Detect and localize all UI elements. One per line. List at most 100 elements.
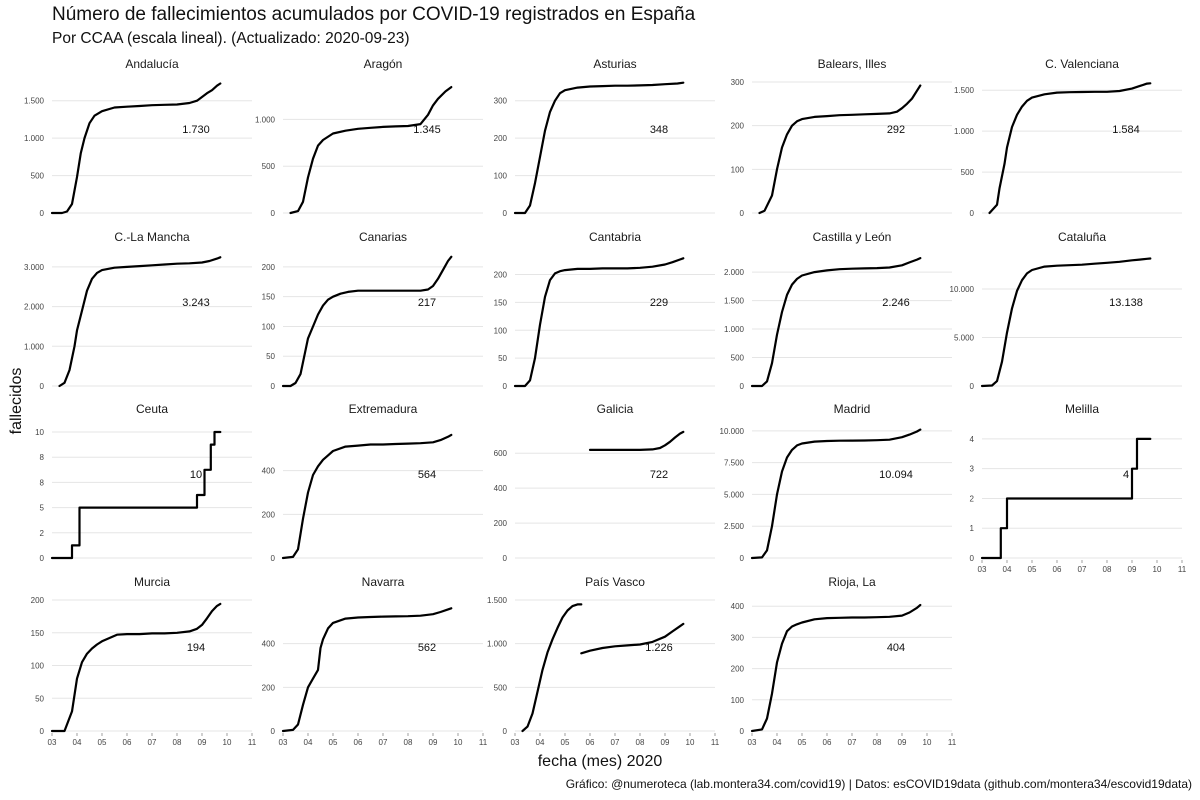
x-tick-label: 06 xyxy=(354,738,363,747)
series-line xyxy=(750,257,922,388)
last-value-label: 292 xyxy=(887,124,905,136)
series-line xyxy=(281,607,453,733)
series-line xyxy=(580,622,685,655)
y-tick-label: 200 xyxy=(731,665,745,674)
x-tick-label: 06 xyxy=(823,738,832,747)
x-tick-label: 07 xyxy=(148,738,157,747)
y-tick-label: 2.000 xyxy=(24,303,45,312)
y-tick-label: 0 xyxy=(970,382,975,391)
y-tick-label: 0 xyxy=(271,727,276,736)
x-tick-label: 07 xyxy=(1078,565,1087,574)
panel-title: Galicia xyxy=(597,402,634,416)
y-tick-label: 1.500 xyxy=(954,86,975,95)
y-tick-label: 0 xyxy=(740,382,745,391)
y-tick-label: 200 xyxy=(494,519,508,528)
panel-title: C. Valenciana xyxy=(1045,57,1119,71)
y-tick-label: 0 xyxy=(970,554,975,563)
x-tick-label: 06 xyxy=(1053,565,1062,574)
panel-balears-illes: Balears, Illes 0 100 200 300 292 xyxy=(731,57,952,218)
y-tick-label: 0 xyxy=(503,554,508,563)
panel-madrid: Madrid 0 2.500 5.000 7.500 10.000 10.094 xyxy=(720,402,952,563)
x-tick-label: 05 xyxy=(561,738,570,747)
y-tick-label: 500 xyxy=(262,162,276,171)
y-tick-label: 8 xyxy=(40,478,45,487)
panel-murcia: Murcia 0 50 100 150 200 194 03 04 05 06 07 08 09 10 11 xyxy=(31,575,257,747)
y-tick-label: 3.000 xyxy=(24,263,45,272)
y-tick-label: 1.000 xyxy=(954,127,975,136)
x-tick-label: 09 xyxy=(429,738,438,747)
y-tick-label: 0 xyxy=(503,209,508,218)
panel-rioja-la: Rioja, La 0 100 200 300 400 404 03 04 05 06 07 08 09 1… xyxy=(731,575,957,747)
x-tick-label: 10 xyxy=(454,738,463,747)
y-tick-label: 600 xyxy=(494,449,508,458)
last-value-label: 1.584 xyxy=(1112,124,1140,136)
y-tick-label: 8 xyxy=(40,453,45,462)
y-tick-label: 7.500 xyxy=(724,459,745,468)
panel-title: Murcia xyxy=(134,575,170,589)
x-tick-label: 08 xyxy=(404,738,413,747)
x-tick-label: 09 xyxy=(661,738,670,747)
x-axis-label: fecha (mes) 2020 xyxy=(537,753,663,770)
panel-title: Aragón xyxy=(364,57,403,71)
y-tick-label: 10 xyxy=(35,428,44,437)
last-value-label: 404 xyxy=(887,642,905,654)
series-line xyxy=(281,433,453,560)
y-tick-label: 2 xyxy=(40,529,45,538)
panel-title: Cantabria xyxy=(589,230,641,244)
y-tick-label: 5.000 xyxy=(954,333,975,342)
panel-c-valenciana: C. Valenciana 0 500 1.000 1.500 1.584 xyxy=(954,57,1182,218)
last-value-label: 348 xyxy=(650,124,668,136)
y-tick-label: 100 xyxy=(494,172,508,181)
panel-cantabria: Cantabria 0 50 100 150 200 229 xyxy=(494,230,715,391)
panel-cataluna: Cataluña 0 5.000 10.000 13.138 xyxy=(950,230,1182,391)
x-tick-label: 06 xyxy=(123,738,132,747)
series-line xyxy=(58,256,222,388)
x-tick-label: 11 xyxy=(711,738,720,747)
chart-title: Número de fallecimientos acumulados por … xyxy=(52,4,696,25)
y-tick-label: 5 xyxy=(40,504,45,513)
y-tick-label: 1.500 xyxy=(24,97,45,106)
y-tick-label: 500 xyxy=(31,172,45,181)
x-tick-label: 11 xyxy=(479,738,488,747)
last-value-label: 217 xyxy=(418,297,436,309)
x-tick-label: 05 xyxy=(329,738,338,747)
y-tick-label: 200 xyxy=(262,510,276,519)
panel-extremadura: Extremadura 0 200 400 564 xyxy=(262,402,483,563)
x-tick-label: 03 xyxy=(48,738,57,747)
panel-title: C.-La Mancha xyxy=(114,230,190,244)
series-line xyxy=(588,430,685,451)
x-tick-label: 10 xyxy=(686,738,695,747)
x-tick-label: 11 xyxy=(948,738,957,747)
y-tick-label: 0 xyxy=(40,727,45,736)
x-tick-label: 09 xyxy=(1128,565,1137,574)
x-tick-label: 07 xyxy=(611,738,620,747)
y-tick-label: 5.000 xyxy=(724,490,745,499)
x-tick-label: 04 xyxy=(304,738,313,747)
last-value-label: 1.345 xyxy=(413,124,441,136)
x-tick-label: 11 xyxy=(1178,565,1187,574)
y-tick-label: 4 xyxy=(970,435,975,444)
last-value-label: 4 xyxy=(1123,469,1129,481)
y-tick-label: 150 xyxy=(494,298,508,307)
series-line xyxy=(750,428,922,560)
y-tick-label: 0 xyxy=(503,382,508,391)
panel-c-la-mancha: C.-La Mancha 0 1.000 2.000 3.000 3.243 xyxy=(24,230,252,391)
x-tick-label: 07 xyxy=(379,738,388,747)
y-tick-label: 0 xyxy=(271,554,276,563)
panel-title: Navarra xyxy=(362,575,405,589)
y-tick-label: 1.000 xyxy=(487,640,508,649)
chart-caption: Gráfico: @numeroteca (lab.montera34.com/… xyxy=(565,777,1192,791)
y-tick-label: 0 xyxy=(740,727,745,736)
y-tick-label: 400 xyxy=(494,484,508,493)
panel-canarias: Canarias 0 50 100 150 200 217 xyxy=(262,230,483,391)
y-tick-label: 1.000 xyxy=(255,115,276,124)
y-tick-label: 1 xyxy=(970,524,975,533)
y-tick-label: 200 xyxy=(31,596,45,605)
x-tick-label: 07 xyxy=(848,738,857,747)
panel-title: País Vasco xyxy=(585,575,645,589)
chart-subtitle: Por CCAA (escala lineal). (Actualizado: … xyxy=(52,30,410,47)
y-tick-label: 10.000 xyxy=(720,427,745,436)
y-tick-label: 100 xyxy=(31,662,45,671)
last-value-label: 3.243 xyxy=(182,297,210,309)
panel-navarra: Navarra 0 200 400 562 03 04 05 06 07 08 09 10 11 xyxy=(262,575,488,747)
